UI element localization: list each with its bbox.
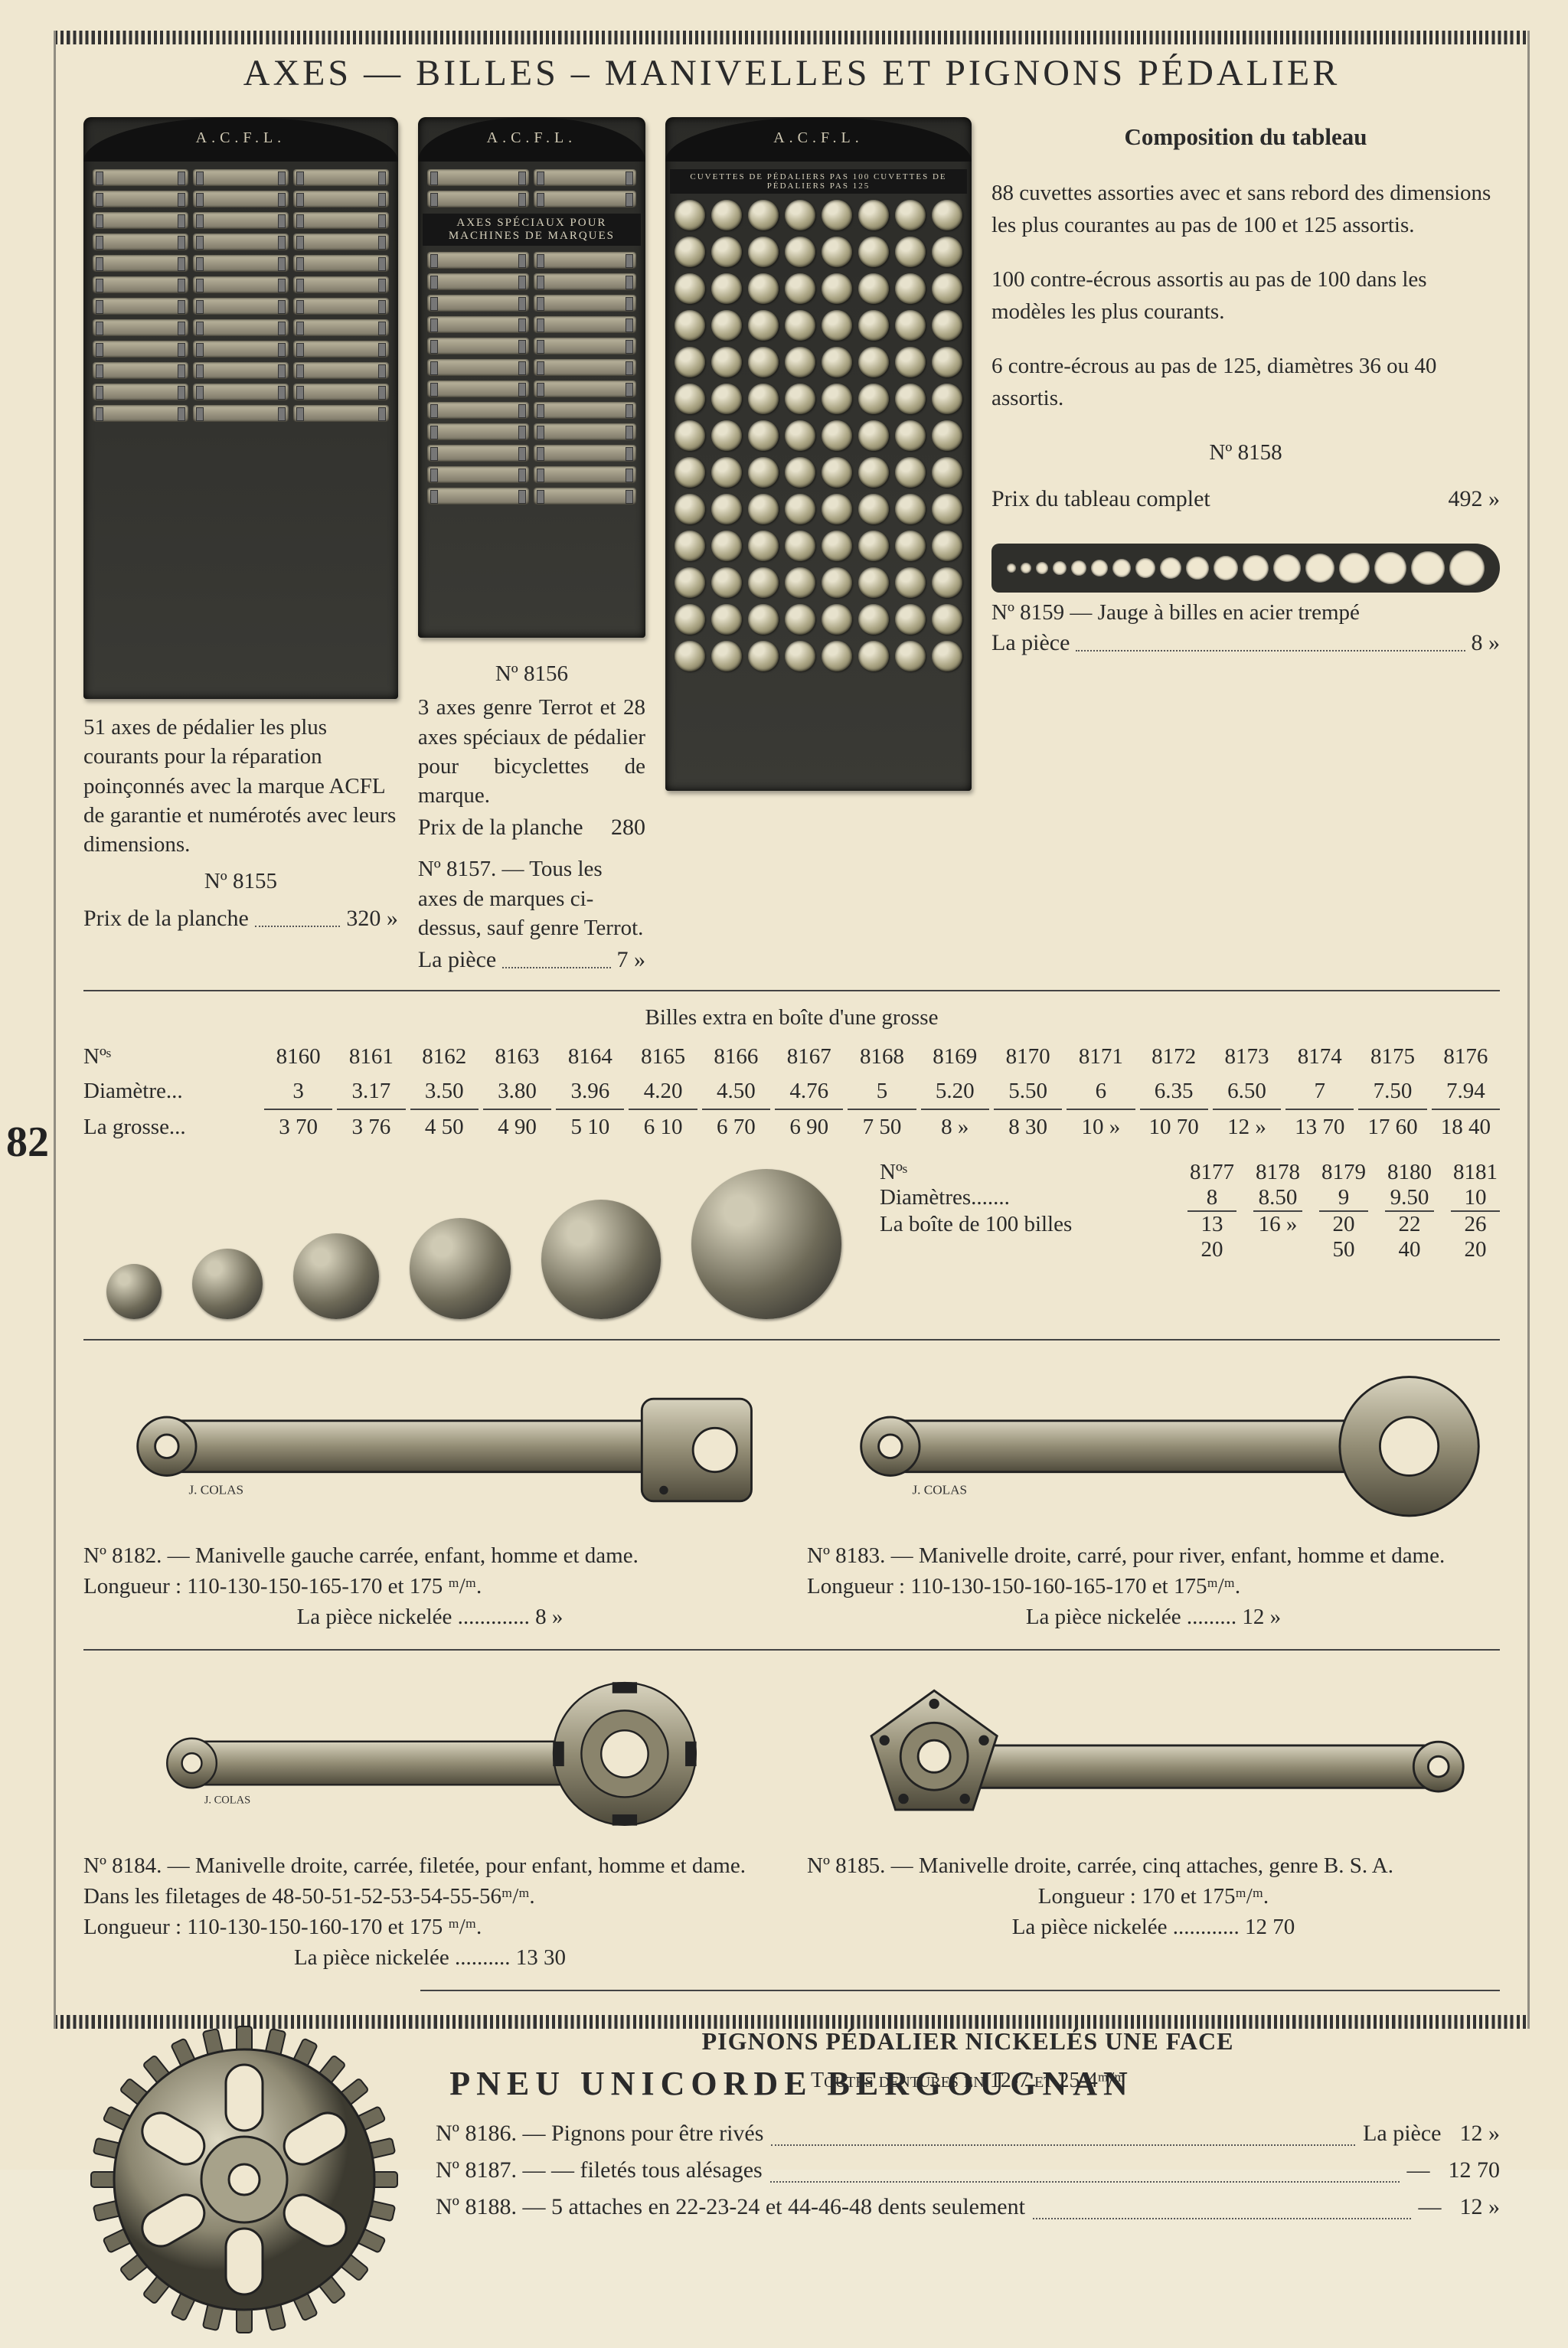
board2-price1: 280 (611, 815, 645, 841)
crank-8183-price: 12 » (1242, 1605, 1281, 1629)
crank-8184-illustration: J. COLAS (83, 1680, 776, 1840)
composition-title: Composition du tableau (991, 120, 1500, 155)
composition-p3: 6 contre-écrous au pas de 125, diamètres… (991, 350, 1500, 414)
board-brand: A.C.F.L. (83, 117, 398, 162)
pignon-label: La pièce (1363, 2115, 1441, 2152)
crank-8183-price-label: La pièce nickelée (1026, 1605, 1181, 1629)
pignon-ref: Nº 8186. — Pignons pour être rivés (436, 2115, 763, 2152)
pignon-price: 12 70 (1449, 2152, 1501, 2189)
crank-8182-len: Longueur : 110-130-150-165-170 et 175 ᵐ/… (83, 1574, 482, 1599)
ball-size-illustration (106, 1169, 841, 1319)
board2-ref: Nº 8156 (418, 659, 645, 688)
crank-8184-len: Longueur : 110-130-150-160-170 et 175 ᵐ/… (83, 1915, 482, 1939)
board1-price-label: Prix de la planche (83, 906, 249, 932)
composition-price: 492 » (1448, 482, 1500, 516)
crank-8185-ref: Nº 8185. — Manivelle droite, carrée, cin… (807, 1853, 1393, 1878)
board2-price2-label: La pièce (418, 947, 496, 973)
board-brand: A.C.F.L. (665, 117, 972, 162)
crank-8182-illustration: J. COLAS (83, 1370, 776, 1530)
gauge-ref: Nº 8159 — Jauge à billes en acier trempé (991, 600, 1360, 625)
board2-caption: 3 axes genre Terrot et 28 axes spéciaux … (418, 695, 645, 808)
composition-p1: 88 cuvettes assorties avec et sans rebor… (991, 177, 1500, 241)
gauge-price-label: La pièce (991, 630, 1070, 656)
crank-8184-price: 13 30 (516, 1945, 566, 1970)
board2-ref2: Nº 8157. — Tous les axes de marques ci-d… (418, 854, 645, 942)
board2-sublabel: AXES SPÉCIAUX POUR MACHINES DE MARQUES (423, 214, 641, 246)
crank-8184-price-label: La pièce nickelée (294, 1945, 449, 1970)
page-title: AXES — BILLES – MANIVELLES ET PIGNONS PÉ… (71, 52, 1512, 94)
board-brand: A.C.F.L. (418, 117, 645, 162)
board1-caption: 51 axes de pédalier les plus courants po… (83, 715, 396, 857)
pignon-ref: Nº 8187. — — filetés tous alésages (436, 2152, 763, 2189)
crank-8182-price: 8 » (535, 1605, 563, 1629)
engraver-signature: J. COLAS (204, 1794, 251, 1806)
board1-price: 320 » (346, 906, 398, 932)
crank-8182-ref: Nº 8182. — Manivelle gauche carrée, enfa… (83, 1543, 639, 1568)
crank-8182-price-label: La pièce nickelée (297, 1605, 452, 1629)
pignon-label: — (1407, 2152, 1430, 2189)
display-board-8156: A.C.F.L. AXES SPÉCIAUX POUR MACHINES DE … (418, 117, 645, 638)
composition-ref: Nº 8158 (991, 436, 1500, 469)
board3-sublabel: CUVETTES DE PÉDALIERS PAS 100 CUVETTES D… (670, 169, 967, 194)
pignon-ref: Nº 8188. — 5 attaches en 22-23-24 et 44-… (436, 2189, 1025, 2226)
crank-8183-illustration: J. COLAS (807, 1370, 1500, 1530)
sprocket-illustration (83, 2019, 405, 2340)
pignons-title: PIGNONS PÉDALIER NICKELÉS UNE FACE (436, 2022, 1500, 2061)
ball-gauge-illustration (991, 544, 1500, 593)
pignon-price: 12 » (1460, 2115, 1501, 2152)
pignon-label: — (1419, 2189, 1442, 2226)
crank-8185-illustration (807, 1680, 1500, 1840)
display-board-8155: A.C.F.L. (83, 117, 398, 699)
crank-8185-len: Longueur : 170 et 175ᵐ/ᵐ. (807, 1881, 1500, 1912)
composition-price-label: Prix du tableau complet (991, 482, 1210, 516)
pignon-price: 12 » (1460, 2189, 1501, 2226)
crank-8184-ref: Nº 8184. — Manivelle droite, carrée, fil… (83, 1853, 746, 1909)
display-board-8158: A.C.F.L. CUVETTES DE PÉDALIERS PAS 100 C… (665, 117, 972, 791)
engraver-signature: J. COLAS (913, 1482, 968, 1497)
page-number: 82 (6, 1118, 49, 1167)
gauge-price: 8 » (1472, 630, 1501, 656)
crank-8185-price: 12 70 (1245, 1915, 1295, 1939)
board2-price1-label: Prix de la planche (418, 815, 583, 841)
crank-8183-ref: Nº 8183. — Manivelle droite, carré, pour… (807, 1543, 1445, 1599)
composition-p2: 100 contre-écrous assortis au pas de 100… (991, 263, 1500, 328)
crank-8185-price-label: La pièce nickelée (1012, 1915, 1168, 1939)
board1-ref: Nº 8155 (83, 867, 398, 896)
board2-price2: 7 » (617, 947, 646, 973)
billes-header: Billes extra en boîte d'une grosse (83, 1001, 1500, 1035)
engraver-signature: J. COLAS (189, 1482, 244, 1497)
